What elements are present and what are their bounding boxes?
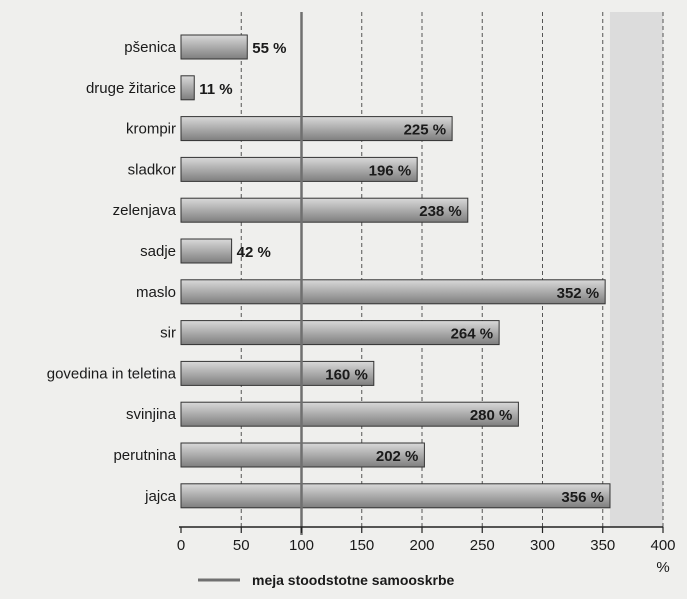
category-label: perutnina bbox=[113, 447, 176, 464]
x-tick-label: 150 bbox=[349, 537, 374, 554]
legend: meja stoodstotne samooskrbe bbox=[198, 572, 454, 588]
bar-3 bbox=[180, 156, 418, 182]
category-label: govedina in teletina bbox=[47, 365, 177, 382]
bar-1 bbox=[180, 75, 195, 101]
value-label: 196 % bbox=[369, 162, 412, 179]
category-label: krompir bbox=[126, 121, 176, 138]
bar-8 bbox=[180, 360, 375, 386]
category-label: sadje bbox=[140, 243, 176, 260]
x-tick-label: 50 bbox=[233, 537, 250, 554]
value-labels: 55 % 11 % 225 % 196 % 238 % 42 % 352 % 264 % 160… bbox=[199, 40, 604, 506]
x-axis-unit: % bbox=[656, 559, 669, 576]
value-label: 160 % bbox=[325, 366, 368, 383]
x-tick-label: 200 bbox=[409, 537, 434, 554]
bar-2 bbox=[180, 116, 453, 142]
value-label: 42 % bbox=[237, 244, 271, 261]
value-label: 202 % bbox=[376, 448, 419, 465]
category-label: sir bbox=[160, 325, 176, 342]
bar-6 bbox=[180, 279, 606, 305]
legend-reference-label: meja stoodstotne samooskrbe bbox=[252, 572, 454, 588]
x-tick-label: 0 bbox=[177, 537, 185, 554]
value-label: 352 % bbox=[557, 285, 600, 302]
bar-9 bbox=[180, 401, 519, 427]
shade-band bbox=[609, 12, 663, 527]
category-label: druge žitarice bbox=[86, 80, 176, 97]
value-label: 356 % bbox=[561, 489, 604, 506]
x-axis: 0 50 100 150 200 250 300 350 400% bbox=[177, 526, 676, 576]
bar-0 bbox=[180, 34, 248, 60]
grid-lines bbox=[240, 12, 664, 527]
x-tick-label: 250 bbox=[470, 537, 495, 554]
right-shade-band bbox=[609, 12, 663, 527]
category-label: maslo bbox=[136, 284, 176, 301]
category-labels: pšenica druge žitarice krompir sladkor zelen… bbox=[47, 39, 177, 505]
category-label: zelenjava bbox=[113, 202, 177, 219]
value-label: 280 % bbox=[470, 407, 513, 424]
value-label: 264 % bbox=[451, 326, 494, 343]
bar-4 bbox=[180, 197, 469, 223]
value-label: 11 % bbox=[199, 81, 232, 98]
bar-5 bbox=[180, 238, 233, 264]
x-tick-label: 100 bbox=[289, 537, 314, 554]
x-tick-label: 400 bbox=[650, 537, 675, 554]
x-tick-label: 350 bbox=[590, 537, 615, 554]
value-label: 238 % bbox=[419, 203, 462, 220]
x-tick-label: 300 bbox=[530, 537, 555, 554]
bar-11 bbox=[180, 483, 611, 509]
bars bbox=[180, 34, 611, 509]
category-label: pšenica bbox=[124, 39, 176, 56]
value-label: 55 % bbox=[252, 40, 286, 57]
category-label: svinjina bbox=[126, 406, 177, 423]
category-label: jajca bbox=[144, 488, 177, 505]
value-label: 225 % bbox=[404, 122, 447, 139]
category-label: sladkor bbox=[128, 161, 176, 178]
bar-7 bbox=[180, 320, 500, 346]
